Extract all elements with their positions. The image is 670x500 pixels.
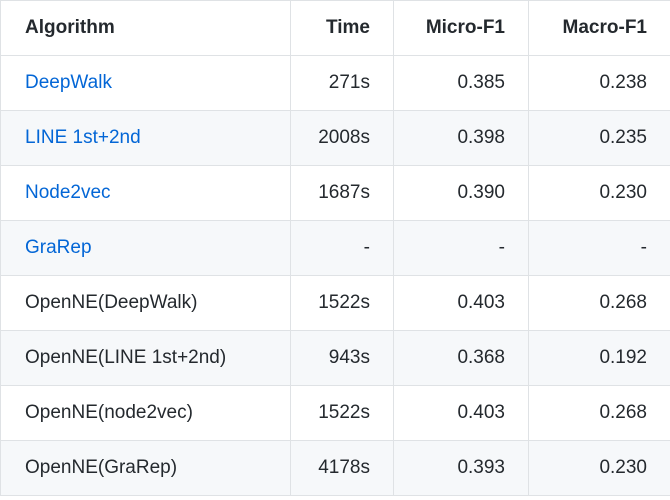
algorithm-cell: OpenNE(DeepWalk): [0, 275, 291, 331]
macro-f1-cell: 0.268: [528, 275, 670, 331]
macro-f1-cell: 0.192: [528, 330, 670, 386]
algorithm-label: OpenNE(GraRep): [25, 457, 178, 478]
macro-f1-cell: 0.238: [528, 55, 670, 111]
macro-f1-cell: 0.230: [528, 440, 670, 496]
micro-f1-cell: -: [393, 220, 529, 276]
algorithm-link[interactable]: LINE 1st+2nd: [25, 127, 141, 148]
time-cell: -: [290, 220, 394, 276]
algorithm-cell: Node2vec: [0, 165, 291, 221]
table-row: LINE 1st+2nd 2008s 0.398 0.235: [0, 110, 670, 166]
algorithm-label: OpenNE(node2vec): [25, 402, 193, 423]
algorithm-cell: LINE 1st+2nd: [0, 110, 291, 166]
time-cell: 2008s: [290, 110, 394, 166]
table-row: OpenNE(LINE 1st+2nd) 943s 0.368 0.192: [0, 330, 670, 386]
macro-f1-cell: 0.235: [528, 110, 670, 166]
table-header-row: Algorithm Time Micro-F1 Macro-F1: [0, 0, 670, 56]
algorithm-cell: GraRep: [0, 220, 291, 276]
table-row: OpenNE(node2vec) 1522s 0.403 0.268: [0, 385, 670, 441]
table-row: Node2vec 1687s 0.390 0.230: [0, 165, 670, 221]
macro-f1-cell: -: [528, 220, 670, 276]
algorithm-cell: OpenNE(LINE 1st+2nd): [0, 330, 291, 386]
column-header-time: Time: [290, 0, 394, 56]
time-cell: 4178s: [290, 440, 394, 496]
micro-f1-cell: 0.398: [393, 110, 529, 166]
time-cell: 271s: [290, 55, 394, 111]
algorithm-label: OpenNE(LINE 1st+2nd): [25, 347, 227, 368]
micro-f1-cell: 0.403: [393, 275, 529, 331]
algorithm-link[interactable]: Node2vec: [25, 182, 111, 203]
algorithm-label: OpenNE(DeepWalk): [25, 292, 198, 313]
time-cell: 943s: [290, 330, 394, 386]
time-cell: 1687s: [290, 165, 394, 221]
micro-f1-cell: 0.385: [393, 55, 529, 111]
time-cell: 1522s: [290, 385, 394, 441]
table-row: GraRep - - -: [0, 220, 670, 276]
table-row: OpenNE(DeepWalk) 1522s 0.403 0.268: [0, 275, 670, 331]
micro-f1-cell: 0.393: [393, 440, 529, 496]
algorithm-cell: OpenNE(GraRep): [0, 440, 291, 496]
algorithm-link[interactable]: DeepWalk: [25, 72, 112, 93]
micro-f1-cell: 0.368: [393, 330, 529, 386]
algorithm-cell: OpenNE(node2vec): [0, 385, 291, 441]
micro-f1-cell: 0.390: [393, 165, 529, 221]
algorithm-cell: DeepWalk: [0, 55, 291, 111]
table-row: DeepWalk 271s 0.385 0.238: [0, 55, 670, 111]
column-header-micro-f1: Micro-F1: [393, 0, 529, 56]
time-cell: 1522s: [290, 275, 394, 331]
column-header-macro-f1: Macro-F1: [528, 0, 670, 56]
column-header-algorithm: Algorithm: [0, 0, 291, 56]
micro-f1-cell: 0.403: [393, 385, 529, 441]
macro-f1-cell: 0.230: [528, 165, 670, 221]
table-row: OpenNE(GraRep) 4178s 0.393 0.230: [0, 440, 670, 496]
macro-f1-cell: 0.268: [528, 385, 670, 441]
algorithm-link[interactable]: GraRep: [25, 237, 92, 258]
